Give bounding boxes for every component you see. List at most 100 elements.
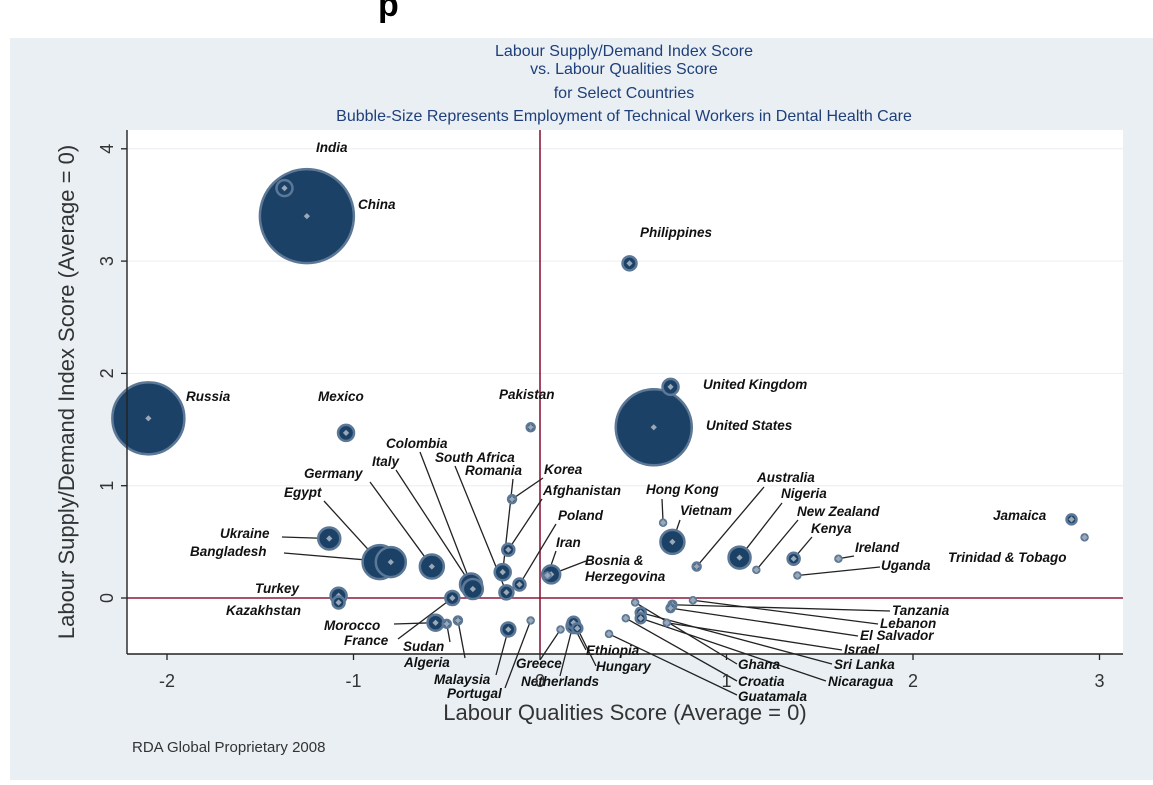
point-marker-vietnam bbox=[669, 538, 676, 545]
label-croatia: Croatia bbox=[738, 674, 785, 689]
leader-line-nicaragua bbox=[640, 617, 827, 682]
point-marker-france bbox=[449, 594, 456, 602]
label-france: France bbox=[344, 633, 389, 648]
chart-title-line-2: vs. Labour Qualities Score bbox=[530, 61, 718, 78]
point-marker-guatamala bbox=[605, 630, 613, 638]
x-tick-label: 2 bbox=[908, 671, 918, 691]
axes: 0 1 2 3 4 -2 -1 0 1 2 3 bbox=[97, 130, 1123, 691]
label-el-salvador: El Salvador bbox=[860, 628, 934, 643]
leader-line-sri-lanka bbox=[640, 611, 833, 665]
point-marker-korea bbox=[508, 496, 516, 503]
leader-line-guatamala bbox=[608, 633, 738, 696]
label-sudan: Sudan bbox=[403, 639, 444, 654]
cropped-page-heading: p bbox=[378, 0, 399, 24]
leader-line-australia bbox=[696, 486, 765, 567]
point-marker-greece bbox=[557, 626, 564, 633]
y-tick-label: 3 bbox=[97, 256, 117, 266]
point-marker-nigeria bbox=[736, 554, 743, 561]
label-nigeria: Nigeria bbox=[781, 486, 827, 501]
label-guatamala: Guatamala bbox=[738, 689, 808, 704]
country-labels: India China Philippines United Kingdom Unite… bbox=[186, 140, 1067, 704]
x-tick-label: 3 bbox=[1094, 671, 1104, 691]
label-uganda: Uganda bbox=[881, 558, 931, 573]
label-romania: Romania bbox=[465, 463, 523, 478]
leader-line-tanzania bbox=[672, 604, 891, 612]
point-marker-jamaica bbox=[1068, 516, 1075, 523]
leader-line-italy bbox=[395, 469, 472, 585]
point-marker-russia bbox=[145, 415, 152, 422]
label-hungary: Hungary bbox=[596, 659, 652, 674]
point-marker-new-zealand bbox=[753, 566, 760, 574]
point-marker-morocco bbox=[432, 619, 439, 626]
label-poland: Poland bbox=[558, 508, 604, 523]
leader-line-croatia bbox=[625, 617, 738, 682]
label-trinidad-and-tobago: Trinidad & Tobago bbox=[948, 550, 1067, 565]
label-kenya: Kenya bbox=[811, 521, 852, 536]
leader-line-new-zealand bbox=[755, 519, 799, 571]
label-colombia: Colombia bbox=[386, 436, 448, 451]
y-tick-label: 4 bbox=[97, 144, 117, 154]
point-marker-pakistan bbox=[527, 424, 534, 431]
point-marker-israel bbox=[663, 619, 670, 626]
label-south-africa: South Africa bbox=[435, 450, 515, 465]
point-marker-united-states bbox=[650, 424, 657, 431]
x-tick-label: -1 bbox=[345, 671, 361, 691]
point-marker-trinidad-and-tobago bbox=[1081, 534, 1088, 541]
point-marker-afghanistan bbox=[505, 546, 512, 553]
label-vietnam: Vietnam bbox=[680, 503, 732, 518]
label-mexico: Mexico bbox=[318, 389, 364, 404]
point-marker-nicaragua bbox=[637, 615, 644, 622]
x-axis-title: Labour Qualities Score (Average = 0) bbox=[443, 700, 806, 725]
y-axis-title: Labour Supply/Demand Index Score (Averag… bbox=[54, 145, 79, 639]
label-united-kingdom: United Kingdom bbox=[703, 377, 807, 392]
footer-note: RDA Global Proprietary 2008 bbox=[132, 739, 325, 756]
label-algeria: Algeria bbox=[403, 655, 450, 670]
label-tanzania: Tanzania bbox=[892, 603, 950, 618]
leader-line-uganda bbox=[797, 566, 881, 577]
point-marker-ghana bbox=[632, 599, 639, 606]
point-marker-uganda bbox=[794, 572, 801, 579]
leader-line-el-salvador bbox=[670, 607, 859, 637]
point-marker-ukraine bbox=[326, 535, 333, 542]
label-egypt: Egypt bbox=[284, 485, 322, 500]
label-iran: Iran bbox=[556, 535, 581, 550]
label-sri-lanka: Sri Lanka bbox=[834, 657, 895, 672]
label-hong-kong: Hong Kong bbox=[646, 482, 719, 497]
label-ireland: Ireland bbox=[855, 540, 900, 555]
label-italy: Italy bbox=[372, 454, 401, 469]
chart-title-line-4: Bubble-Size Represents Employment of Tec… bbox=[336, 108, 912, 125]
label-bangladesh: Bangladesh bbox=[190, 544, 267, 559]
leader-line-afghanistan bbox=[507, 498, 543, 551]
chart-title-line-1: Labour Supply/Demand Index Score bbox=[495, 43, 753, 60]
label-lebanon: Lebanon bbox=[880, 616, 936, 631]
point-marker-algeria bbox=[454, 617, 462, 624]
label-ghana: Ghana bbox=[738, 657, 781, 672]
point-marker-el-salvador bbox=[667, 604, 674, 612]
label-korea: Korea bbox=[544, 462, 583, 477]
leader-line-france bbox=[397, 597, 453, 640]
label-new-zealand: New Zealand bbox=[797, 504, 880, 519]
leader-line-germany bbox=[369, 481, 433, 567]
chart-title-line-3: for Select Countries bbox=[554, 85, 695, 102]
bubbles bbox=[111, 167, 1089, 639]
point-marker-australia bbox=[693, 563, 700, 570]
leader-line-poland bbox=[518, 523, 557, 585]
label-jamaica: Jamaica bbox=[993, 508, 1047, 523]
point-marker-ireland bbox=[835, 555, 842, 562]
label-ethiopia: Ethiopia bbox=[586, 643, 640, 658]
leader-line-algeria bbox=[457, 620, 466, 659]
label-united-states: United States bbox=[706, 418, 793, 433]
label-philippines: Philippines bbox=[640, 225, 713, 240]
label-afghanistan: Afghanistan bbox=[542, 483, 621, 498]
x-tick-label: 1 bbox=[721, 671, 731, 691]
label-kazakhstan: Kazakhstan bbox=[226, 603, 301, 618]
y-tick-label: 1 bbox=[97, 481, 117, 491]
point-marker-mexico bbox=[342, 429, 350, 437]
y-tick-label: 2 bbox=[97, 368, 117, 378]
label-malaysia: Malaysia bbox=[434, 672, 491, 687]
label-germany: Germany bbox=[304, 466, 364, 481]
label-turkey: Turkey bbox=[255, 581, 301, 596]
leader-line-korea bbox=[511, 477, 544, 500]
label-pakistan: Pakistan bbox=[499, 387, 555, 402]
